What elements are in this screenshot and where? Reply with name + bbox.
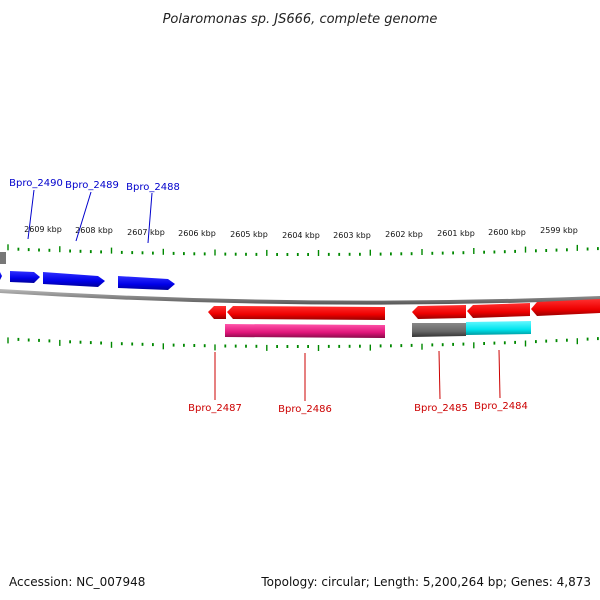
scale-label: 2605 kbp: [230, 230, 268, 239]
gene-arrow-rev[interactable]: [531, 299, 600, 316]
feature-bars: [225, 321, 531, 338]
backbone-fragment: [0, 252, 6, 264]
outer-scale-ticks: [7, 244, 599, 256]
genome-backbone: [0, 289, 600, 305]
gene-arrow-rev[interactable]: [467, 303, 530, 318]
inner-scale-ticks: [7, 337, 599, 351]
gene-label-bpro-2486[interactable]: Bpro_2486: [278, 404, 332, 415]
scale-label: 2609 kbp: [24, 225, 62, 234]
gene-arrow-fwd[interactable]: [10, 271, 40, 283]
gene-arrow-rev[interactable]: [412, 305, 466, 319]
feature-bar-cyan[interactable]: [466, 321, 531, 335]
scale-labels: 2609 kbp 2608 kbp 2607 kbp 2606 kbp 2605…: [24, 225, 578, 240]
scale-label: 2600 kbp: [488, 228, 526, 237]
gene-arrow-rev[interactable]: [227, 306, 385, 320]
feature-bar-magenta[interactable]: [225, 324, 385, 338]
gene-label-bpro-2489[interactable]: Bpro_2489: [65, 180, 119, 191]
gene-label-bpro-2487[interactable]: Bpro_2487: [188, 403, 242, 414]
gene-arrow-fwd[interactable]: [43, 272, 105, 287]
scale-label: 2604 kbp: [282, 231, 320, 240]
scale-label: 2601 kbp: [437, 229, 475, 238]
reverse-gene-labels: Bpro_2487 Bpro_2486 Bpro_2485 Bpro_2484: [188, 349, 528, 415]
scale-label: 2606 kbp: [178, 229, 216, 238]
reverse-strand-genes: [208, 299, 600, 320]
gene-label-bpro-2490[interactable]: Bpro_2490: [9, 178, 63, 189]
gene-label-bpro-2484[interactable]: Bpro_2484: [474, 401, 528, 412]
forward-strand-genes: [0, 253, 175, 290]
gene-arrow-fwd[interactable]: [0, 272, 2, 280]
forward-gene-labels: Bpro_2490 Bpro_2489 Bpro_2488: [9, 178, 180, 244]
scale-label: 2599 kbp: [540, 226, 578, 235]
accession-text: Accession: NC_007948: [9, 575, 145, 589]
gene-label-bpro-2485[interactable]: Bpro_2485: [414, 403, 468, 414]
gene-label-bpro-2488[interactable]: Bpro_2488: [126, 182, 180, 193]
scale-label: 2602 kbp: [385, 230, 423, 239]
map-title: Polaromonas sp. JS666, complete genome: [163, 12, 438, 27]
scale-label: 2608 kbp: [75, 226, 113, 235]
feature-bar-grey[interactable]: [412, 323, 466, 337]
scale-label: 2607 kbp: [127, 228, 165, 237]
gene-arrow-rev[interactable]: [208, 306, 226, 319]
scale-label: 2603 kbp: [333, 231, 371, 240]
gene-arrow-fwd[interactable]: [118, 276, 175, 290]
genome-info-text: Topology: circular; Length: 5,200,264 bp…: [260, 575, 591, 589]
